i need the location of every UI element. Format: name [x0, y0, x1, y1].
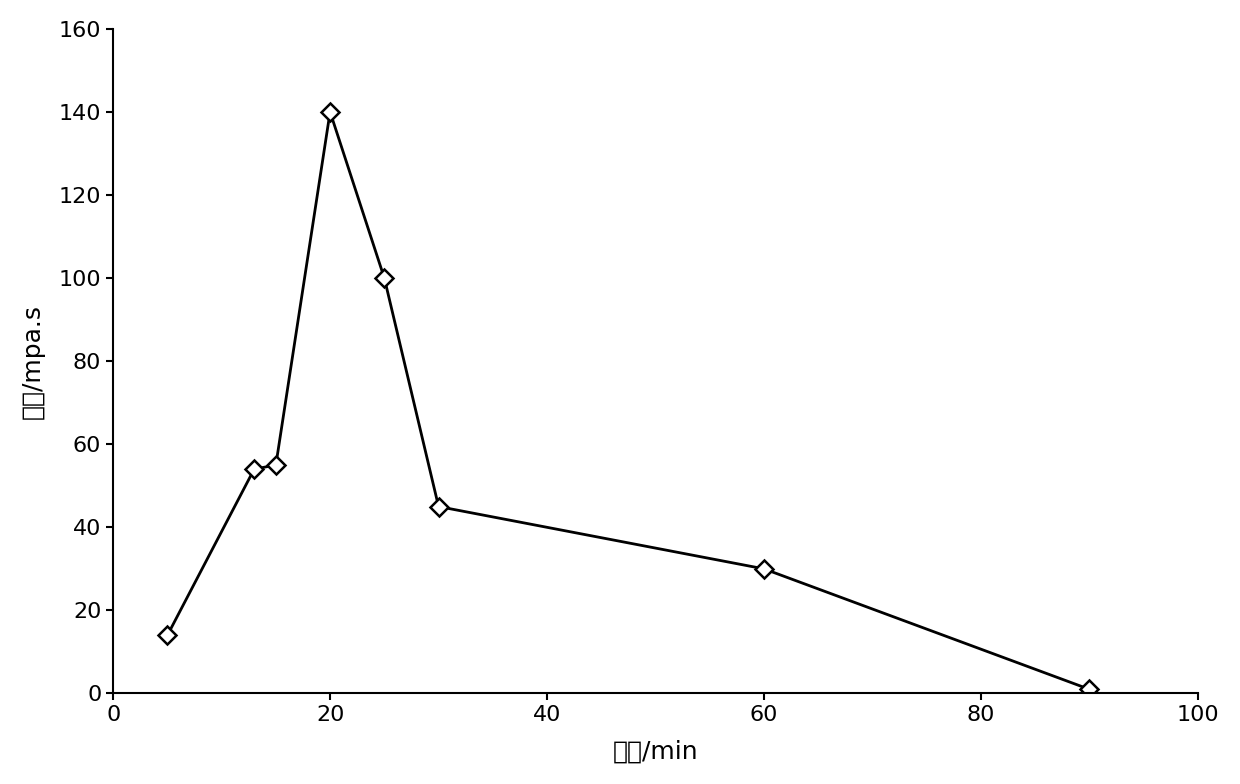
Y-axis label: 黏度/mpa.s: 黏度/mpa.s [21, 303, 45, 419]
X-axis label: 时间/min: 时间/min [613, 739, 698, 763]
